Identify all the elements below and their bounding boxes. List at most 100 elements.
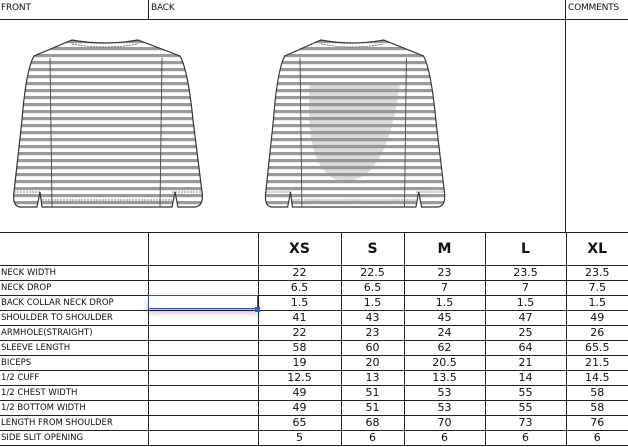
value-cell[interactable]: 6 [565, 430, 628, 446]
notes-cell[interactable] [147, 385, 259, 401]
measurement-label[interactable]: 1/2 CHEST WIDTH [0, 385, 149, 401]
measurement-label[interactable]: LENGTH FROM SHOULDER [0, 415, 149, 431]
value-cell[interactable]: 45 [403, 310, 486, 326]
value-cell[interactable]: 12.5 [257, 370, 342, 386]
value-cell[interactable]: 22 [257, 265, 342, 281]
measurement-label[interactable]: SLEEVE LENGTH [0, 340, 149, 356]
value-cell[interactable]: 55 [484, 385, 567, 401]
selected-cell[interactable] [148, 295, 258, 309]
measurement-label[interactable]: ARMHOLE(STRAIGHT) [0, 325, 149, 341]
value-cell[interactable]: 23.5 [565, 265, 628, 281]
size-m[interactable]: M [403, 232, 486, 266]
value-cell[interactable]: 1.5 [257, 295, 342, 311]
value-cell[interactable]: 7 [484, 280, 567, 296]
measurement-label[interactable]: BICEPS [0, 355, 149, 371]
value-cell[interactable]: 6.5 [257, 280, 342, 296]
value-cell[interactable]: 5 [257, 430, 342, 446]
value-cell[interactable]: 1.5 [484, 295, 567, 311]
value-cell[interactable]: 68 [340, 415, 405, 431]
value-cell[interactable]: 1.5 [403, 295, 486, 311]
measurement-label[interactable]: BACK COLLAR NECK DROP [0, 295, 149, 311]
size-s[interactable]: S [340, 232, 405, 266]
table-row: BACK COLLAR NECK DROP 1.5 1.5 1.5 1.5 1.5 [0, 295, 628, 311]
size-xl[interactable]: XL [565, 232, 628, 266]
value-cell[interactable]: 51 [340, 400, 405, 416]
measurement-label[interactable]: 1/2 CUFF [0, 370, 149, 386]
value-cell[interactable]: 76 [565, 415, 628, 431]
notes-cell[interactable] [147, 310, 259, 326]
value-cell[interactable]: 58 [257, 340, 342, 356]
table-row: 1/2 CUFF 12.5 13 13.5 14 14.5 [0, 370, 628, 386]
value-cell[interactable]: 64 [484, 340, 567, 356]
value-cell[interactable]: 62 [403, 340, 486, 356]
value-cell[interactable]: 6 [484, 430, 567, 446]
value-cell[interactable]: 23 [340, 325, 405, 341]
value-cell[interactable]: 60 [340, 340, 405, 356]
value-cell[interactable]: 22.5 [340, 265, 405, 281]
notes-cell[interactable] [147, 280, 259, 296]
table-row: NECK WIDTH 22 22.5 23 23.5 23.5 [0, 265, 628, 281]
value-cell[interactable]: 1.5 [340, 295, 405, 311]
value-cell[interactable]: 23 [403, 265, 486, 281]
notes-cell[interactable] [147, 340, 259, 356]
value-cell[interactable]: 53 [403, 385, 486, 401]
value-cell[interactable]: 13.5 [403, 370, 486, 386]
notes-cell[interactable] [147, 430, 259, 446]
notes-cell[interactable] [147, 415, 259, 431]
notes-cell[interactable] [147, 265, 259, 281]
size-header-row: XS S M L XL [0, 232, 628, 266]
measurement-label[interactable]: NECK WIDTH [0, 265, 149, 281]
value-cell[interactable]: 47 [484, 310, 567, 326]
value-cell[interactable]: 22 [257, 325, 342, 341]
fill-handle[interactable] [255, 307, 260, 312]
value-cell[interactable]: 43 [340, 310, 405, 326]
notes-cell[interactable] [147, 325, 259, 341]
size-xs[interactable]: XS [257, 232, 342, 266]
value-cell[interactable]: 7.5 [565, 280, 628, 296]
value-cell[interactable]: 25 [484, 325, 567, 341]
value-cell[interactable]: 51 [340, 385, 405, 401]
value-cell[interactable]: 21.5 [565, 355, 628, 371]
notes-cell[interactable] [147, 370, 259, 386]
value-cell[interactable]: 55 [484, 400, 567, 416]
comments-divider [565, 0, 566, 232]
value-cell[interactable]: 1.5 [565, 295, 628, 311]
value-cell[interactable]: 49 [565, 310, 628, 326]
measurement-label[interactable]: SIDE SLIT OPENING [0, 430, 149, 446]
value-cell[interactable]: 58 [565, 400, 628, 416]
header-label-cell[interactable] [0, 232, 149, 266]
value-cell[interactable]: 23.5 [484, 265, 567, 281]
measurement-label[interactable]: NECK DROP [0, 280, 149, 296]
value-cell[interactable]: 13 [340, 370, 405, 386]
value-cell[interactable]: 49 [257, 385, 342, 401]
header-blank-cell[interactable] [147, 232, 259, 266]
value-cell[interactable]: 20 [340, 355, 405, 371]
value-cell[interactable]: 6 [340, 430, 405, 446]
value-cell[interactable]: 19 [257, 355, 342, 371]
comments-cell[interactable] [566, 20, 628, 232]
value-cell[interactable]: 70 [403, 415, 486, 431]
notes-cell[interactable] [147, 355, 259, 371]
size-spec-table: XS S M L XL NECK WIDTH 22 22.5 23 23.5 23.5 NE… [0, 232, 628, 446]
value-cell[interactable]: 58 [565, 385, 628, 401]
measurement-label[interactable]: SHOULDER TO SHOULDER [0, 310, 149, 326]
value-cell[interactable]: 41 [257, 310, 342, 326]
value-cell[interactable]: 26 [565, 325, 628, 341]
value-cell[interactable]: 6.5 [340, 280, 405, 296]
value-cell[interactable]: 7 [403, 280, 486, 296]
value-cell[interactable]: 14 [484, 370, 567, 386]
value-cell[interactable]: 73 [484, 415, 567, 431]
value-cell[interactable]: 65 [257, 415, 342, 431]
value-cell[interactable]: 49 [257, 400, 342, 416]
value-cell[interactable]: 24 [403, 325, 486, 341]
measurement-label[interactable]: 1/2 BOTTOM WIDTH [0, 400, 149, 416]
value-cell[interactable]: 65.5 [565, 340, 628, 356]
value-cell[interactable]: 20.5 [403, 355, 486, 371]
back-header: BACK [151, 3, 175, 13]
size-l[interactable]: L [484, 232, 567, 266]
value-cell[interactable]: 21 [484, 355, 567, 371]
value-cell[interactable]: 14.5 [565, 370, 628, 386]
value-cell[interactable]: 6 [403, 430, 486, 446]
value-cell[interactable]: 53 [403, 400, 486, 416]
notes-cell[interactable] [147, 400, 259, 416]
